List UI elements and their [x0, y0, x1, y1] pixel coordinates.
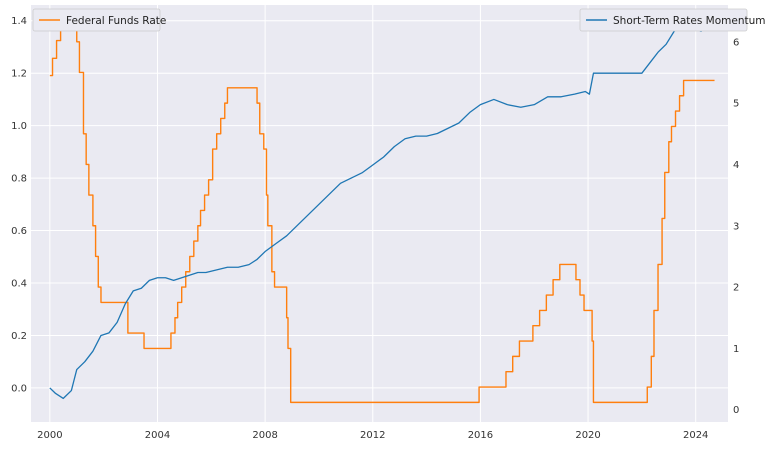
x-tick-label: 2024 — [683, 430, 708, 441]
series-line-0 — [49, 10, 715, 404]
y-right-tick-label: 3 — [733, 221, 739, 232]
y-right-tick-label: 4 — [733, 160, 739, 171]
legend-right: Short-Term Rates Momentum — [579, 8, 766, 32]
y-left-tick-label: 0.4 — [11, 279, 27, 290]
y-left-tick-label: 0.6 — [11, 226, 27, 237]
x-tick-label: 2008 — [252, 430, 277, 441]
y-left-tick-label: 0.0 — [11, 383, 27, 394]
legend-left: Federal Funds Rate — [32, 8, 166, 32]
series-lines — [49, 10, 715, 404]
legend-right-label: Short-Term Rates Momentum — [613, 15, 766, 27]
x-tick-label: 2004 — [145, 430, 170, 441]
y-right-tick-label: 2 — [733, 283, 739, 294]
x-tick-label: 2012 — [360, 430, 385, 441]
left-axis-ticks: 0.0 0.2 0.4 0.6 0.8 1.0 1.2 1.4 — [11, 16, 27, 394]
x-tick-label: 2016 — [468, 430, 493, 441]
right-axis-ticks: 0 1 2 3 4 5 6 — [733, 37, 739, 416]
x-tick-label: 2000 — [37, 430, 62, 441]
grid-lines — [31, 5, 728, 422]
y-left-tick-label: 0.2 — [11, 331, 27, 342]
y-left-tick-label: 1.0 — [11, 121, 27, 132]
y-right-tick-label: 5 — [733, 99, 739, 110]
legend-left-label: Federal Funds Rate — [66, 15, 166, 27]
y-left-tick-label: 1.4 — [11, 16, 27, 27]
x-axis-ticks: 2000 2004 2008 2012 2016 2020 2024 — [37, 430, 708, 441]
y-right-tick-label: 6 — [733, 37, 739, 48]
x-tick-label: 2020 — [575, 430, 600, 441]
plot-area — [31, 5, 728, 422]
y-right-tick-label: 1 — [733, 344, 739, 355]
y-left-tick-label: 1.2 — [11, 69, 27, 80]
y-right-tick-label: 0 — [733, 405, 739, 416]
legend-left-box — [32, 8, 161, 32]
series-line-1 — [49, 15, 713, 400]
legend-right-box — [579, 8, 748, 32]
y-left-tick-label: 0.8 — [11, 174, 27, 185]
